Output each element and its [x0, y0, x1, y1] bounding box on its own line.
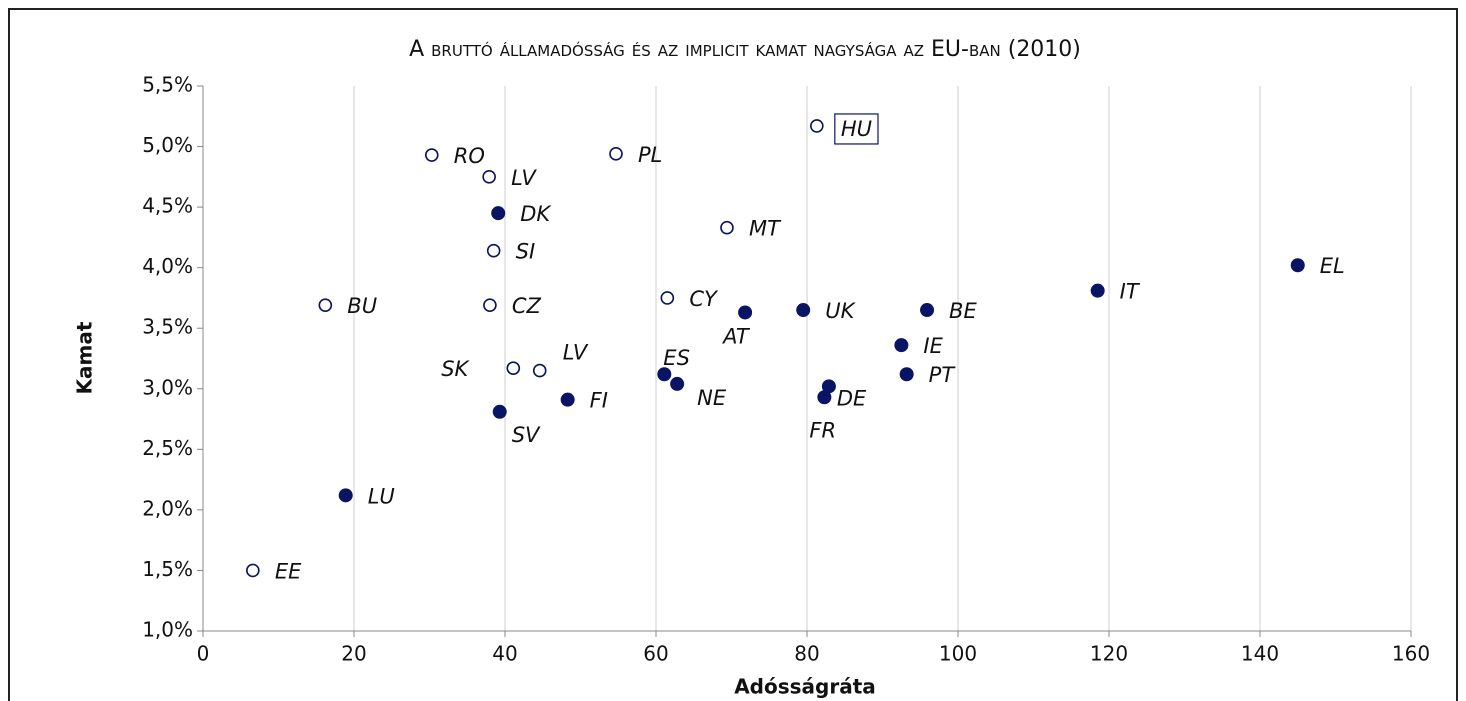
point [720, 220, 734, 235]
x-tick-label: 20 [341, 642, 366, 666]
x-axis-label: Adósságráta [734, 675, 876, 699]
y-tick-label: 5,5% [142, 73, 193, 97]
point-label: EL [1320, 254, 1345, 278]
x-tick-label: 80 [794, 642, 819, 666]
point [483, 298, 497, 313]
point [1090, 283, 1105, 298]
point-label: EE [275, 559, 302, 583]
point [1290, 258, 1305, 273]
point-label: FR [809, 418, 836, 442]
point [738, 305, 753, 320]
point [532, 363, 547, 378]
point [560, 392, 575, 407]
y-tick-label: 4,0% [142, 254, 193, 278]
point-label: UK [825, 299, 856, 323]
y-tick-label: 1,0% [142, 618, 193, 642]
chart-frame [8, 8, 1458, 701]
chart-title: A bruttó államadósság és az implicit kam… [409, 37, 1081, 62]
x-tick-label: 160 [1392, 642, 1430, 666]
y-tick-label: 3,0% [142, 375, 193, 399]
y-tick-label: 3,5% [142, 315, 193, 339]
x-tick-label: 0 [197, 642, 210, 666]
point-label: CY [689, 287, 719, 311]
y-tick-label: 4,5% [142, 194, 193, 218]
point-label: DE [837, 386, 867, 410]
point [246, 563, 260, 578]
point [894, 338, 909, 353]
point [920, 303, 935, 318]
point-label: BE [949, 299, 977, 323]
label-box [834, 113, 879, 145]
x-tick-label: 100 [939, 642, 977, 666]
point [424, 148, 439, 162]
point-label: PL [638, 143, 662, 167]
x-tick-label: 60 [643, 642, 668, 666]
point-label: RO [454, 144, 485, 168]
point-label: SI [516, 240, 536, 264]
point [338, 488, 353, 503]
point [796, 303, 811, 318]
point [491, 206, 506, 221]
point [318, 298, 333, 313]
point [506, 361, 521, 375]
point [609, 147, 623, 161]
point-label: PT [929, 363, 957, 387]
y-axis-label: Kamat [73, 321, 97, 394]
point-label: BU [347, 294, 377, 318]
point [821, 379, 836, 394]
point-label: LU [368, 484, 395, 508]
point-label: SK [441, 357, 470, 381]
point [482, 170, 496, 184]
point-label: NE [697, 386, 727, 410]
point [660, 291, 675, 305]
x-tick-label: 140 [1241, 642, 1279, 666]
point [657, 367, 672, 382]
point-label: LV [563, 341, 589, 365]
point [810, 119, 824, 133]
y-tick-label: 2,0% [142, 496, 193, 520]
y-tick-label: 2,5% [142, 436, 193, 460]
x-tick-label: 40 [492, 642, 517, 666]
point-label: HU [841, 117, 872, 141]
point [492, 404, 507, 419]
point-label: FI [590, 389, 608, 413]
point-label: CZ [512, 294, 542, 318]
point-label: IT [1120, 280, 1141, 304]
point [486, 243, 501, 258]
point-label: ES [663, 346, 690, 370]
point-label: MT [749, 217, 782, 241]
point [670, 376, 685, 391]
point-label: DK [520, 202, 552, 226]
x-tick-label: 120 [1090, 642, 1128, 666]
y-tick-label: 5,0% [142, 133, 193, 157]
point-label: LV [511, 166, 537, 190]
point [817, 390, 832, 405]
point-label: SV [512, 423, 541, 447]
y-tick-label: 1,5% [142, 557, 193, 581]
point-label: IE [923, 334, 943, 358]
point [899, 367, 914, 382]
point-label: AT [721, 324, 751, 348]
